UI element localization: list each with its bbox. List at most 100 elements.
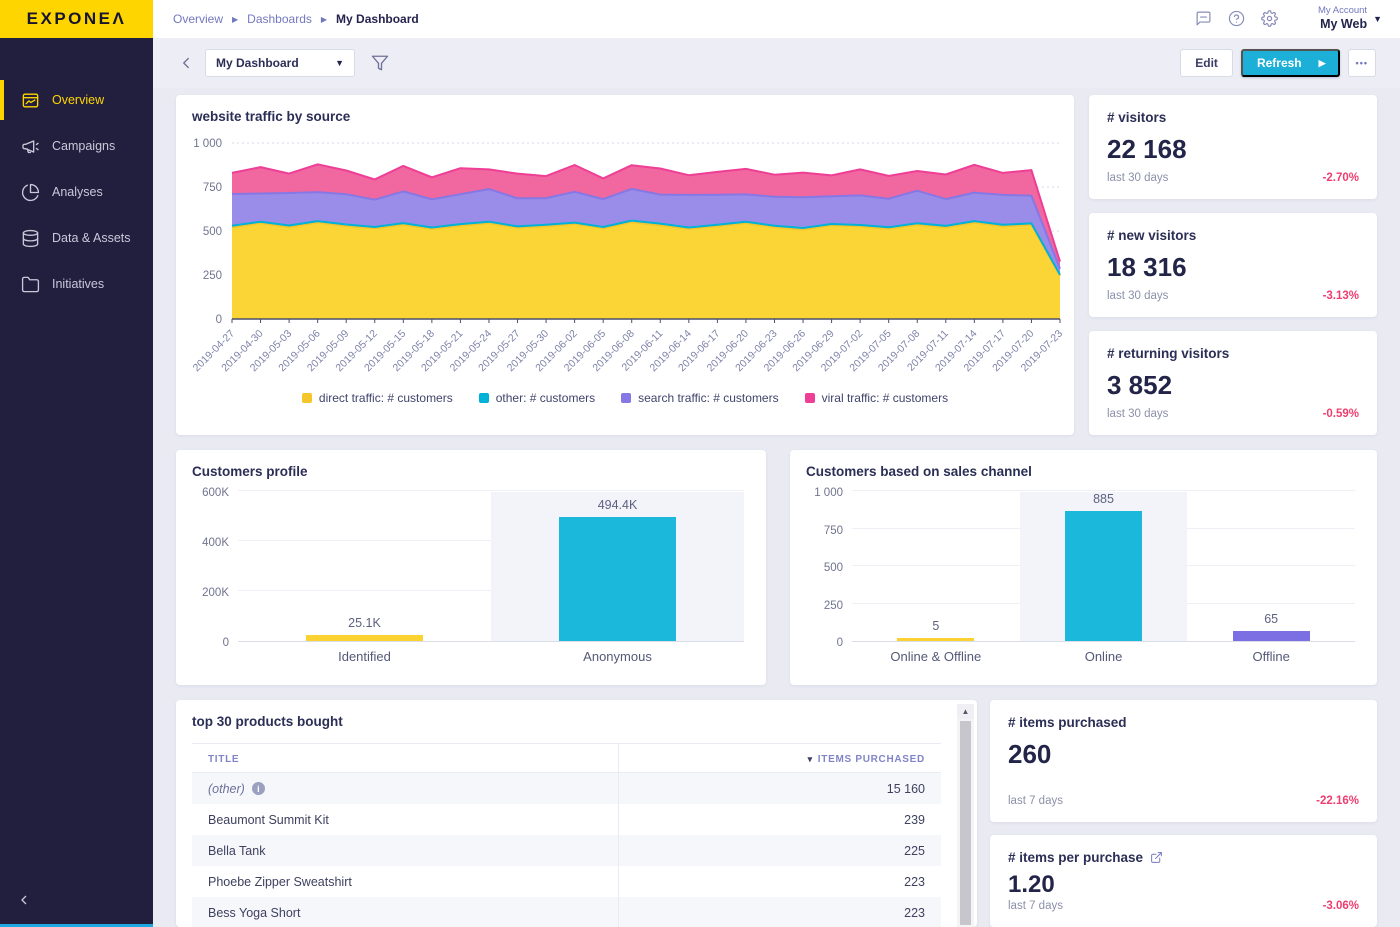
back-button[interactable] <box>177 54 195 72</box>
kpi-value: 22 168 <box>1107 134 1187 164</box>
y-tick-label: 500 <box>823 562 843 574</box>
legend-item-direct[interactable]: direct traffic: # customers <box>301 391 453 405</box>
svg-text:500: 500 <box>203 226 222 238</box>
table-scrollbar[interactable]: ▲ <box>957 704 974 927</box>
kpi-value: 18 316 <box>1107 252 1187 282</box>
database-icon <box>22 229 39 247</box>
items-purchased-cell: 239 <box>904 812 925 827</box>
more-options-button[interactable]: ••• <box>1347 49 1376 77</box>
kpi-card-items-purchased: # items purchased 260 last 7 days -22.16% <box>990 700 1377 822</box>
legend-swatch-icon <box>804 393 815 403</box>
chevron-down-icon: ▼ <box>1373 13 1382 24</box>
brand-logo[interactable]: EXPONEΛ <box>0 0 153 38</box>
legend-item-search[interactable]: search traffic: # customers <box>621 391 779 405</box>
toolbar-actions: Edit Refresh ▶ ••• <box>1180 49 1376 77</box>
bar <box>559 517 676 641</box>
topbar: Overview ▶ Dashboards ▶ My Dashboard <box>153 0 1400 38</box>
column-header-title[interactable]: TITLE <box>192 744 619 774</box>
breadcrumb-separator-icon: ▶ <box>320 14 328 24</box>
account-menu[interactable]: My Account My Web ▼ <box>1318 5 1382 31</box>
products-table: TITLE ▾ ITEMS PURCHASED (other) i 15 160 Be… <box>192 743 941 927</box>
kpi-card-items-per-purchase: # items per purchase 1.20 last 7 days -3.… <box>990 835 1377 927</box>
sidebar-item-data-assets[interactable]: Data & Assets <box>0 215 153 261</box>
category-label: Identified <box>338 649 391 664</box>
sidebar-item-label: Overview <box>52 93 105 107</box>
panel-sales-channel: Customers based on sales channel 0 250 500… <box>790 450 1377 685</box>
legend-swatch-icon <box>621 393 632 403</box>
refresh-label: Refresh <box>1256 56 1302 70</box>
dashboard-select[interactable]: My Dashboard ▼ <box>205 49 355 77</box>
refresh-button[interactable]: Refresh ▶ <box>1240 49 1340 77</box>
column-header-items-purchased[interactable]: ▾ ITEMS PURCHASED <box>807 753 925 765</box>
table-title: top 30 products bought <box>192 714 343 729</box>
kpi-change: -2.70% <box>1322 172 1359 184</box>
category-label: Offline <box>1252 649 1290 664</box>
chevron-down-icon: ▼ <box>335 58 344 68</box>
kpi-card-visitors: # visitors 22 168 last 30 days -2.70% <box>1089 95 1377 199</box>
bar-category-0: 25.1K <box>238 492 491 641</box>
kpi-card-returning-visitors: # returning visitors 3 852 last 30 days -… <box>1089 331 1377 435</box>
kpi-column-right: # visitors 22 168 last 30 days -2.70% # n… <box>1089 95 1377 435</box>
sales-channel-bar-chart: 0 250 500 750 1 000 5 885 65 Online & Offlin… <box>806 487 1361 664</box>
sidebar-item-initiatives[interactable]: Initiatives <box>0 261 153 307</box>
settings-button[interactable] <box>1261 10 1278 28</box>
help-button[interactable] <box>1228 10 1245 27</box>
table-row[interactable]: Bess Yoga Short 223 <box>192 897 941 927</box>
sidebar-collapse-button[interactable] <box>16 892 32 913</box>
info-icon[interactable]: i <box>251 782 265 795</box>
kpi-change: -22.16% <box>1316 795 1359 807</box>
legend-item-viral[interactable]: viral traffic: # customers <box>804 391 948 405</box>
items-purchased-cell: 223 <box>904 874 925 889</box>
main-area: Overview ▶ Dashboards ▶ My Dashboard <box>153 0 1400 927</box>
table-row[interactable]: Beaumont Summit Kit 239 <box>192 804 941 835</box>
y-tick-label: 1 000 <box>814 487 843 499</box>
breadcrumb: Overview ▶ Dashboards ▶ My Dashboard <box>173 12 419 26</box>
chat-icon <box>1196 12 1211 26</box>
sidebar-item-label: Initiatives <box>52 277 105 291</box>
table-row[interactable]: Phoebe Zipper Sweatshirt 223 <box>192 866 941 897</box>
bar <box>306 635 423 641</box>
chart-legend: direct traffic: # customers other: # cus… <box>176 391 1074 405</box>
category-label: Online & Offline <box>890 649 982 664</box>
gear-icon <box>1261 10 1278 28</box>
y-tick-label: 750 <box>823 524 843 537</box>
bar-category-2: 65 <box>1187 492 1355 641</box>
table-row[interactable]: Bella Tank 225 <box>192 835 941 866</box>
items-purchased-cell: 225 <box>904 843 925 858</box>
bar-value-label: 65 <box>1264 612 1279 626</box>
legend-item-other[interactable]: other: # customers <box>478 391 595 405</box>
items-purchased-cell: 15 160 <box>886 781 925 796</box>
bar-value-label: 885 <box>1093 492 1114 506</box>
bar-category-1: 885 <box>1019 492 1188 641</box>
panel-customers-profile: Customers profile 0 200K 400K 600K 25.1K 49… <box>176 450 766 685</box>
y-tick-label: 0 <box>836 637 843 649</box>
overview-icon <box>22 92 39 108</box>
chart-title: website traffic by source <box>192 109 351 124</box>
legend-swatch-icon <box>478 393 489 403</box>
sidebar-item-overview[interactable]: Overview <box>0 77 153 123</box>
breadcrumb-overview[interactable]: Overview <box>173 12 224 26</box>
external-link-icon[interactable] <box>1150 851 1163 864</box>
kpi-value: 3 852 <box>1107 370 1173 400</box>
kpi-value: 1.20 <box>1008 871 1055 898</box>
scroll-up-arrow[interactable]: ▲ <box>957 704 974 719</box>
bar <box>1064 511 1143 641</box>
legend-swatch-icon <box>301 393 312 403</box>
y-tick-label: 250 <box>823 599 843 612</box>
breadcrumb-dashboards[interactable]: Dashboards <box>247 12 312 26</box>
sidebar-item-analyses[interactable]: Analyses <box>0 169 153 215</box>
chat-button[interactable] <box>1195 10 1212 27</box>
product-title-cell: Bess Yoga Short <box>192 897 619 927</box>
filter-button[interactable] <box>371 54 389 72</box>
dashboard-content: website traffic by source 2019-04-27 2019… <box>153 88 1400 927</box>
scrollbar-thumb[interactable] <box>960 721 971 925</box>
play-arrow-icon[interactable]: ▶ <box>1318 57 1326 68</box>
gridline <box>238 490 744 491</box>
chevron-left-icon <box>21 895 27 905</box>
bar <box>1232 631 1310 641</box>
edit-button[interactable]: Edit <box>1180 49 1233 77</box>
sidebar-nav: Overview Campaigns Analyses <box>0 38 153 307</box>
kpi-column-bottom: # items purchased 260 last 7 days -22.16%… <box>990 700 1377 927</box>
table-row[interactable]: (other) i 15 160 <box>192 773 941 804</box>
sidebar-item-campaigns[interactable]: Campaigns <box>0 123 153 169</box>
